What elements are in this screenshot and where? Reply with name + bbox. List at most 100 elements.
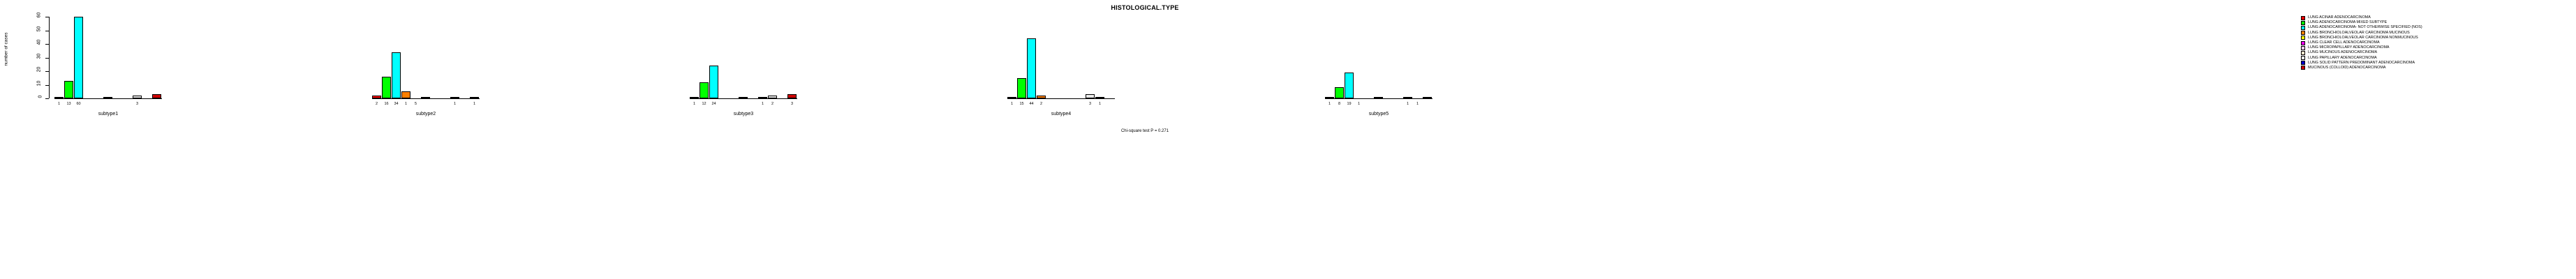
legend-item: LUNG MICROPAPILLARY ADENOCARCINOMA [2301,45,2422,50]
bar [74,17,83,98]
bar-count-label: 13 [66,102,71,106]
bar [1335,87,1344,98]
legend-item-label: LUNG BRONCHIOLOALVEOLAR CARCINOMA NONMUC… [2308,35,2418,40]
y-axis-line [49,17,50,98]
legend-item-label: LUNG CLEAR CELL ADENOCARCINOMA [2308,40,2380,45]
bar [421,97,430,98]
group-label-subtype3: subtype3 [733,112,754,116]
group-label-subtype5: subtype5 [1368,112,1389,116]
bar [152,94,161,98]
legend-item: LUNG ADENOCARCINOMA MIXED SUBTYPE [2301,20,2422,25]
bar-count-label: 15 [1019,102,1024,106]
group-baseline [54,98,162,99]
bar [1374,97,1383,98]
legend-item: LUNG BRONCHIOLOALVEOLAR CARCINOMA NONMUC… [2301,36,2422,40]
legend-swatch-icon [2301,56,2305,61]
bar [133,96,142,98]
bar-count-label: 1 [473,102,476,106]
legend-item: LUNG CLEAR CELL ADENOCARCINOMA [2301,40,2422,45]
bar-count-label: 1 [404,102,408,106]
bar-count-label: 24 [711,102,716,106]
bar-count-label: 19 [1347,102,1352,106]
group-baseline [690,98,797,99]
legend-item: LUNG MUCINOUS ADENOCARCINOMA [2301,50,2422,55]
bar [1017,77,1026,98]
bar [372,96,381,98]
bar-count-label: 1 [1406,102,1409,106]
legend-item: LUNG ADENOCARCINOMA- NOT OTHERWISE SPECI… [2301,25,2422,30]
bar-count-label: 1 [1357,102,1361,106]
legend-swatch-icon [2301,40,2305,45]
bar-count-label: 60 [76,102,81,106]
legend-swatch-icon [2301,66,2305,70]
bar [401,91,410,98]
legend-item-label: LUNG SOLID PATTERN PREDOMINANT ADENOCARC… [2308,60,2415,65]
bar [690,97,699,98]
bar-count-label: 1 [693,102,696,106]
legend-item-label: LUNG BRONCHIOLOALVEOLAR CARCINOMA MUCINO… [2308,30,2410,35]
legend-item: LUNG BRONCHIOLOALVEOLAR CARCINOMA MUCINO… [2301,31,2422,36]
legend-swatch-icon [2301,25,2305,30]
legend-swatch-icon [2301,20,2305,25]
legend-swatch-icon [2301,15,2305,20]
bar [64,80,73,98]
bar [1086,94,1095,98]
group-baseline [1007,98,1115,99]
bar-count-label: 44 [1029,102,1034,106]
bar-count-label: 1 [1098,102,1102,106]
bar [1095,97,1104,98]
y-tick [45,98,49,99]
group-baseline [372,98,480,99]
legend-item: LUNG ACINAR ADENOCARCINOMA [2301,15,2422,20]
legend-swatch-icon [2301,61,2305,66]
legend-swatch-icon [2301,31,2305,36]
bar-count-label: 2 [771,102,774,106]
legend: LUNG ACINAR ADENOCARCINOMA LUNG ADENOCARC… [2301,15,2422,70]
legend-item-label: LUNG PAPILLARY ADENOCARCINOMA [2308,55,2377,60]
y-tick [45,44,49,45]
bar [450,97,459,98]
bar-count-label: 3 [790,102,794,106]
legend-item-label: LUNG ADENOCARCINOMA- NOT OTHERWISE SPECI… [2308,25,2422,30]
bar-count-label: 2 [375,102,378,106]
legend-item: LUNG SOLID PATTERN PREDOMINANT ADENOCARC… [2301,61,2422,66]
bar [739,97,748,98]
bar [1345,72,1354,98]
bar [1423,97,1432,98]
y-tick [45,84,49,86]
legend-item-label: MUCINOUS (COLLOID) ADENOCARCINOMA [2308,65,2386,70]
legend-item-label: LUNG ADENOCARCINOMA MIXED SUBTYPE [2308,20,2388,25]
bars-layer [0,0,2576,99]
legend-item-label: LUNG MUCINOUS ADENOCARCINOMA [2308,50,2378,55]
bar [1027,38,1036,98]
page-title: HISTOLOGICAL.TYPE [1111,4,1179,11]
bar [382,76,391,98]
legend-item: LUNG PAPILLARY ADENOCARCINOMA [2301,56,2422,61]
y-tick [45,71,49,72]
bar-count-label: 5 [414,102,417,106]
group-label-subtype4: subtype4 [1051,112,1072,116]
bar [54,97,64,98]
bar-count-label: 1 [1416,102,1419,106]
bar-count-label: 12 [702,102,706,106]
legend-item: MUCINOUS (COLLOID) ADENOCARCINOMA [2301,66,2422,70]
group-label-subtype2: subtype2 [415,112,436,116]
bar [768,96,777,98]
bar-count-label: 1 [1328,102,1331,106]
legend-item-label: LUNG MICROPAPILLARY ADENOCARCINOMA [2308,45,2390,50]
bar [103,97,112,98]
bar-count-label: 1 [1010,102,1014,106]
bar-count-label: 3 [135,102,139,106]
bar-count-label: 34 [394,102,399,106]
legend-swatch-icon [2301,36,2305,40]
bar-count-label: 8 [1338,102,1341,106]
bar [1037,96,1046,98]
bar [1325,97,1334,98]
bar [1007,97,1016,98]
legend-item-label: LUNG ACINAR ADENOCARCINOMA [2308,15,2371,20]
bar-count-label: 3 [1088,102,1092,106]
bar-count-label: 2 [1039,102,1043,106]
y-tick [45,57,49,59]
legend-swatch-icon [2301,45,2305,50]
